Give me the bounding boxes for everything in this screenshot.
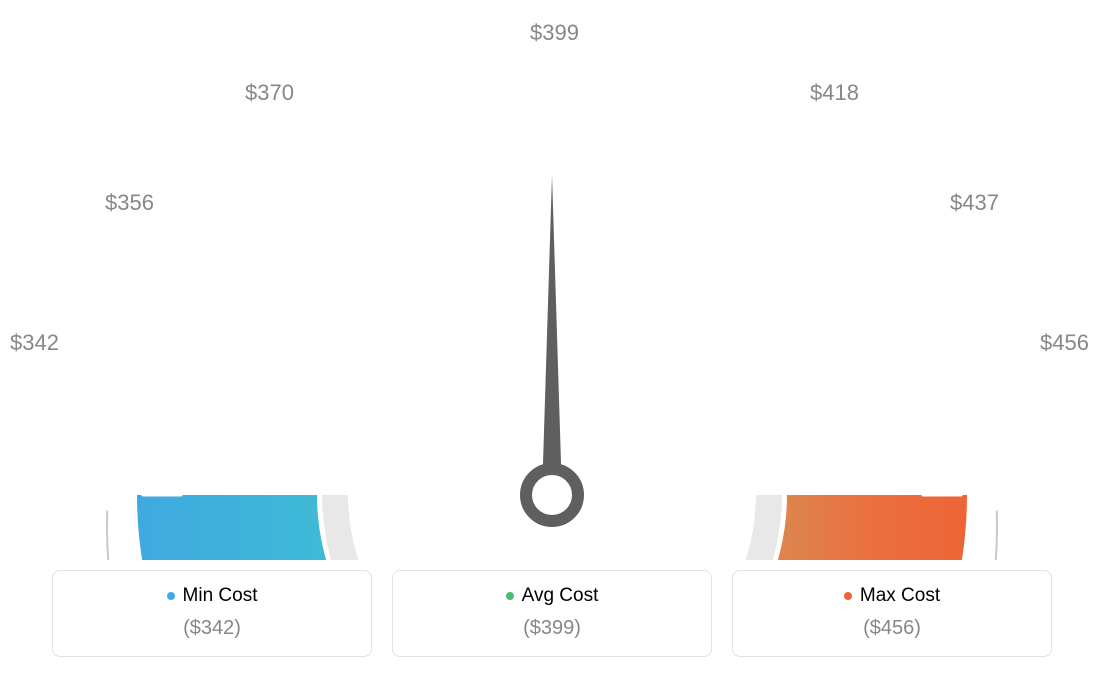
legend-title-max: Max Cost <box>844 585 940 607</box>
legend-title-avg: Avg Cost <box>506 585 599 607</box>
dot-icon <box>167 592 175 600</box>
legend-value-min: ($342) <box>53 617 371 640</box>
legend-title-min: Min Cost <box>167 585 258 607</box>
legend-card-avg: Avg Cost ($399) <box>392 570 712 657</box>
legend-value-max: ($456) <box>733 617 1051 640</box>
legend-value-avg: ($399) <box>393 617 711 640</box>
gauge-tick-label: $437 <box>950 190 999 216</box>
dot-icon <box>506 592 514 600</box>
gauge-tick-label: $370 <box>245 80 294 106</box>
gauge-tick-label: $342 <box>10 330 59 356</box>
gauge-tick-label: $356 <box>105 190 154 216</box>
gauge-chart: $342 $356 $370 $399 $418 $437 $456 <box>0 0 1104 560</box>
gauge-tick-label: $399 <box>530 20 579 46</box>
gauge-tick-label: $456 <box>1040 330 1089 356</box>
legend-row: Min Cost ($342) Avg Cost ($399) Max Cost… <box>52 570 1052 657</box>
legend-card-max: Max Cost ($456) <box>732 570 1052 657</box>
legend-label-max: Max Cost <box>860 585 940 607</box>
legend-card-min: Min Cost ($342) <box>52 570 372 657</box>
legend-label-min: Min Cost <box>183 585 258 607</box>
legend-label-avg: Avg Cost <box>522 585 599 607</box>
dot-icon <box>844 592 852 600</box>
gauge-svg <box>52 0 1052 560</box>
gauge-tick-label: $418 <box>810 80 859 106</box>
